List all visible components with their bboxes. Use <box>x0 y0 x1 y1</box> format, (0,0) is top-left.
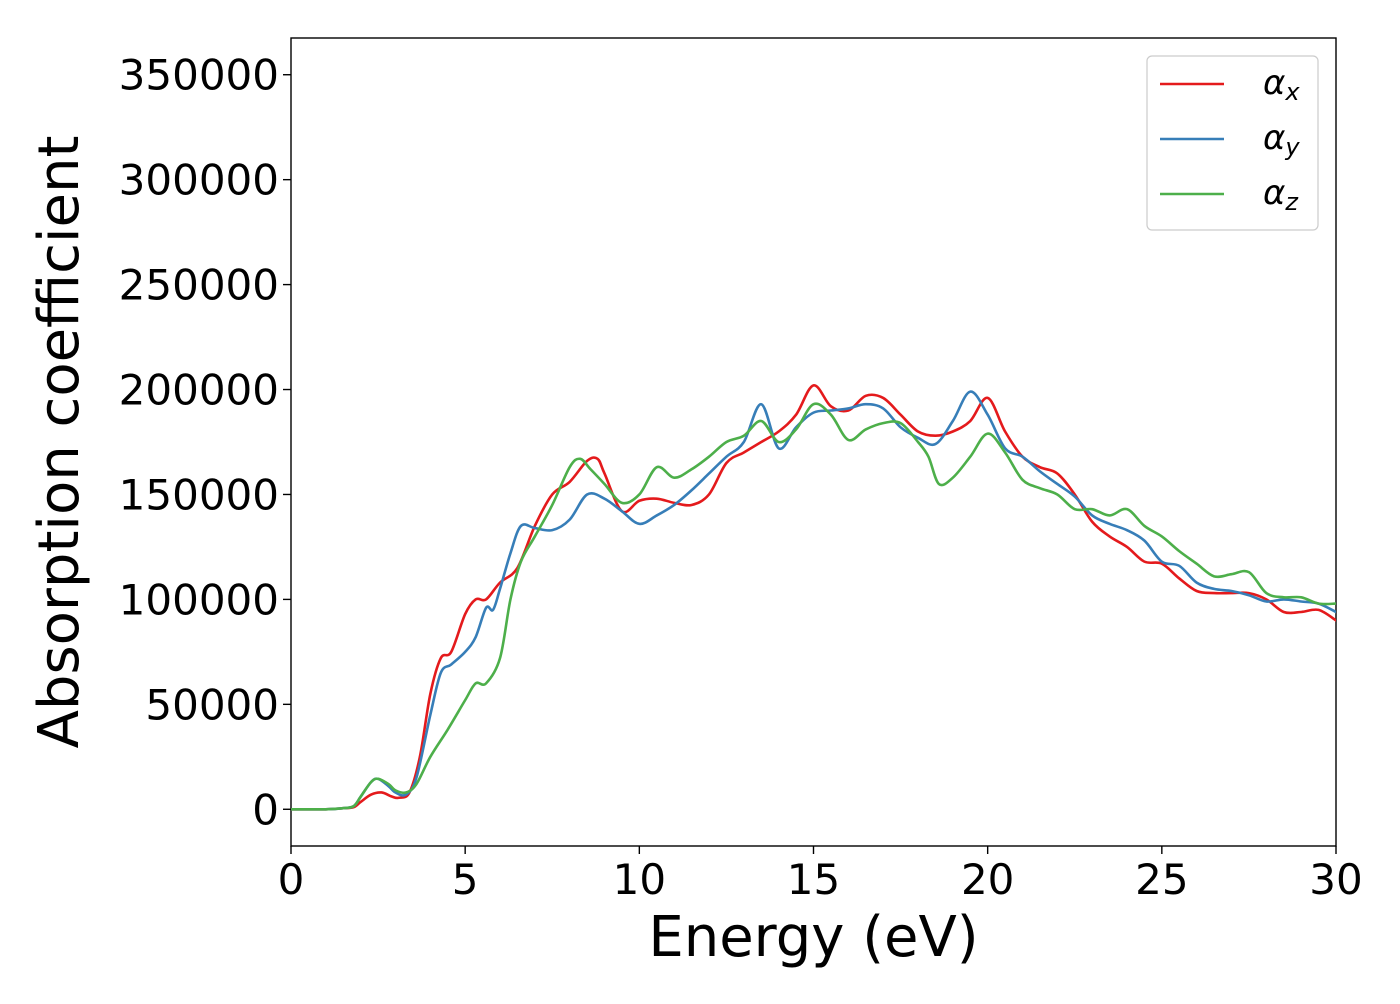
y-axis: 0 50000 100000 150000 200000 250000 300000 3500… <box>119 51 291 834</box>
x-tick-label: 5 <box>452 855 479 904</box>
x-tick-label: 30 <box>1309 855 1362 904</box>
x-tick-label: 20 <box>961 855 1014 904</box>
x-axis-title: Energy (eV) <box>648 905 978 970</box>
series-layer <box>291 384 1336 811</box>
y-tick-label: 250000 <box>119 261 279 310</box>
series-line-y <box>291 390 1336 811</box>
x-axis: 0 5 10 15 20 25 30 <box>278 846 1363 904</box>
legend-label-x: αx <box>1263 63 1300 106</box>
x-tick-label: 10 <box>613 855 666 904</box>
x-tick-label: 0 <box>278 855 305 904</box>
y-axis-title: Absorption coefficient <box>27 136 92 749</box>
series-line-x <box>291 384 1336 811</box>
x-tick-label: 15 <box>787 855 840 904</box>
legend-label-y: αy <box>1263 118 1300 161</box>
y-tick-label: 100000 <box>119 575 279 624</box>
y-tick-label: 300000 <box>119 156 279 205</box>
y-tick-label: 0 <box>252 785 279 834</box>
y-tick-label: 150000 <box>119 470 279 519</box>
series-line-z <box>291 402 1336 811</box>
y-tick-label: 350000 <box>119 51 279 100</box>
x-tick-label: 25 <box>1135 855 1188 904</box>
legend-box <box>1146 55 1319 231</box>
y-tick-label: 200000 <box>119 366 279 415</box>
y-tick-label: 50000 <box>145 680 279 729</box>
